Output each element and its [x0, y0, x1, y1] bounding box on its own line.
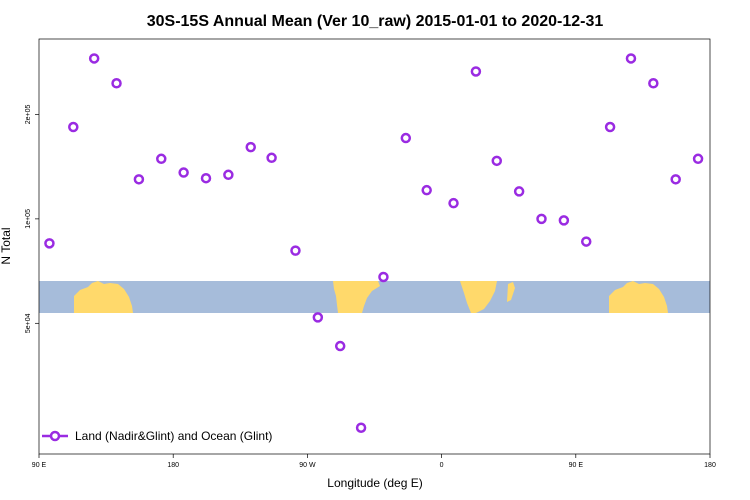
- data-point: [334, 340, 346, 352]
- data-point: [470, 66, 482, 77]
- y-axis: 5e+04 1e+05 2e+05: [25, 105, 39, 333]
- x-tick-label: 180: [704, 462, 716, 469]
- data-point: [513, 186, 525, 197]
- y-tick-label: 1e+05: [25, 209, 32, 229]
- data-point: [491, 155, 503, 167]
- data-point: [604, 121, 616, 133]
- data-point: [536, 213, 547, 225]
- data-point: [44, 238, 55, 249]
- data-point: [448, 197, 459, 209]
- data-point: [625, 53, 637, 64]
- data-point: [312, 312, 324, 323]
- data-point: [223, 169, 234, 181]
- data-point: [648, 78, 659, 89]
- data-points: [44, 53, 704, 433]
- data-point: [133, 174, 145, 185]
- data-point: [670, 174, 681, 185]
- data-point: [245, 141, 256, 153]
- data-point: [290, 245, 301, 256]
- x-axis-label: Longitude (deg E): [327, 476, 422, 490]
- x-tick-label: 180: [167, 462, 179, 469]
- legend-marker: [49, 430, 61, 442]
- data-point: [558, 215, 570, 226]
- data-point: [378, 271, 389, 283]
- x-tick-label: 90 E: [569, 462, 584, 469]
- x-axis: 90 E 180 90 W 0 90 E 180: [32, 454, 716, 469]
- chart-title: 30S-15S Annual Mean (Ver 10_raw) 2015-01…: [147, 13, 604, 30]
- land-africa: [460, 281, 497, 313]
- data-point: [88, 53, 100, 64]
- data-point: [580, 236, 592, 247]
- land-australia-right: [609, 281, 668, 313]
- x-tick-label: 90 W: [299, 462, 316, 469]
- land-south-america: [333, 281, 380, 313]
- land-madagascar: [507, 282, 515, 302]
- y-tick-label: 2e+05: [25, 105, 32, 125]
- data-point: [178, 167, 189, 178]
- data-point: [156, 153, 167, 165]
- map-land: [74, 281, 668, 313]
- data-point: [421, 184, 432, 196]
- x-tick-label: 0: [440, 462, 444, 469]
- data-point: [400, 132, 412, 144]
- data-point: [266, 152, 277, 164]
- legend-label: Land (Nadir&Glint) and Ocean (Glint): [75, 429, 272, 443]
- data-point: [692, 153, 704, 165]
- land-australia-left: [74, 281, 133, 313]
- y-tick-label: 5e+04: [25, 313, 32, 333]
- plot-frame: [38, 38, 711, 455]
- y-axis-label: N Total: [0, 227, 13, 264]
- x-tick-label: 90 E: [32, 462, 47, 469]
- legend: Land (Nadir&Glint) and Ocean (Glint): [42, 429, 272, 443]
- data-point: [111, 78, 122, 89]
- data-point: [355, 422, 367, 433]
- data-point: [200, 172, 212, 184]
- world-map-strip: [39, 281, 710, 313]
- data-point: [68, 121, 79, 133]
